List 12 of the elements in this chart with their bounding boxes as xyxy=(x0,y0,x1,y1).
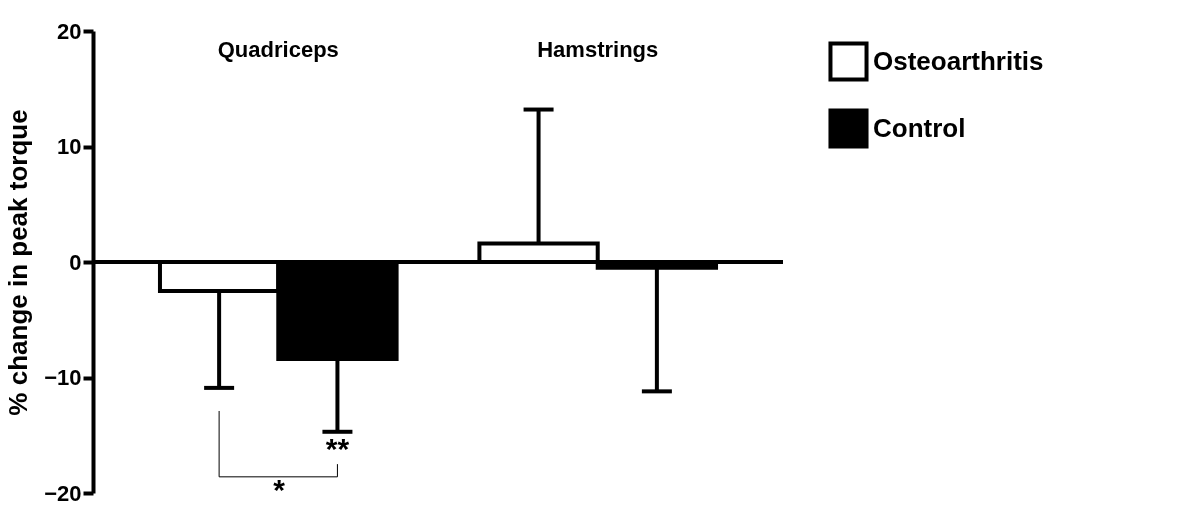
y-tick-label: −10 xyxy=(44,365,82,390)
y-axis-title: % change in peak torque xyxy=(3,109,34,416)
legend-label: Control xyxy=(873,112,966,143)
annotation: ** xyxy=(325,432,350,466)
y-tick-label: 20 xyxy=(57,18,82,44)
y-tick-label: 10 xyxy=(57,134,82,159)
legend-label: Osteoarthritis xyxy=(873,45,1044,76)
y-tick-label: 0 xyxy=(69,249,82,275)
x-tick-label: Hamstrings xyxy=(537,36,659,62)
x-tick-label: Quadriceps xyxy=(217,36,339,62)
y-tick-label: −20 xyxy=(44,480,82,506)
annotation: * xyxy=(273,472,286,506)
